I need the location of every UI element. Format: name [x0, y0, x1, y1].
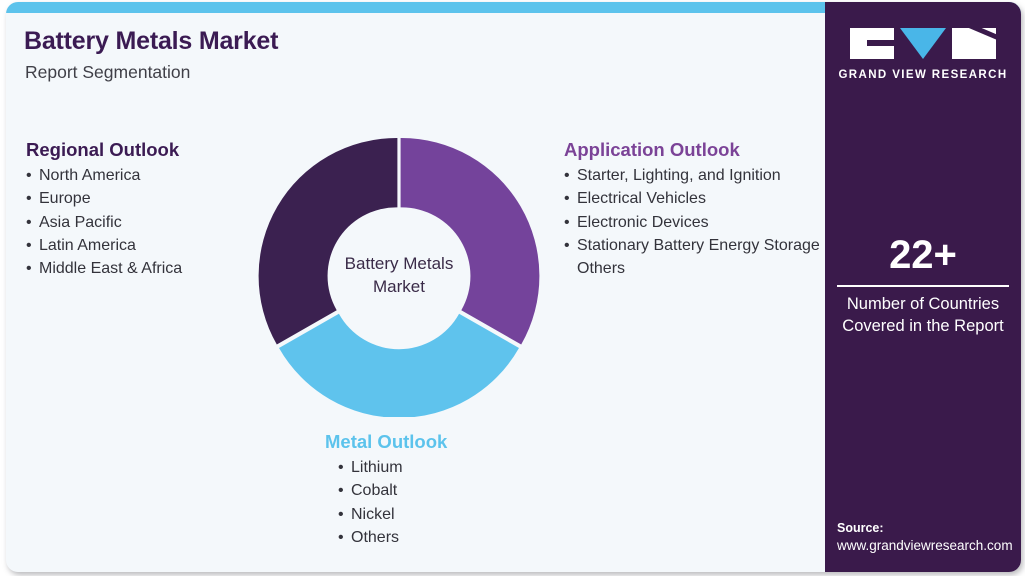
segmentation-donut-chart: Battery Metals Market: [258, 135, 540, 417]
donut-segment-metal: [279, 313, 519, 417]
stat-label-line-2: Covered in the Report: [842, 316, 1004, 335]
regional-outlook-title: Regional Outlook: [26, 139, 180, 160]
application-outlook-title: Application Outlook: [564, 139, 740, 160]
regional-outlook-block: Regional Outlook North America Europe As…: [26, 138, 266, 280]
gvr-wordmark: GRAND VIEW RESEARCH: [838, 69, 1008, 81]
source-label: Source:: [837, 520, 884, 535]
stat-value: 22+: [889, 233, 957, 277]
main-content-area: Battery Metals Market Report Segmentatio…: [6, 13, 825, 572]
list-item: Cobalt: [338, 479, 556, 502]
list-item: Lithium: [338, 456, 556, 479]
source-url[interactable]: www.grandviewresearch.com: [837, 538, 1013, 554]
page-subtitle: Report Segmentation: [25, 62, 191, 82]
donut-svg: [258, 137, 540, 417]
list-item: Nickel: [338, 503, 556, 526]
countries-stat-block: 22+ Number of Countries Covered in the R…: [825, 234, 1021, 338]
source-block: Source: www.grandviewresearch.com: [837, 519, 1021, 556]
gvr-v-triangle-icon: [900, 28, 946, 59]
donut-segment-application: [400, 137, 540, 345]
list-item: Stationary Battery Energy Storage: [564, 234, 829, 257]
report-card: Battery Metals Market Report Segmentatio…: [6, 2, 1021, 572]
list-item: Others: [338, 526, 556, 549]
regional-outlook-list: North America Europe Asia Pacific Latin …: [26, 164, 266, 280]
list-item: Electrical Vehicles: [564, 187, 829, 210]
list-item: Starter, Lighting, and Ignition: [564, 164, 829, 187]
page-title: Battery Metals Market: [24, 27, 279, 55]
gvr-g-mark-icon: [850, 28, 894, 59]
list-item: Middle East & Africa: [26, 257, 266, 280]
list-item: Others: [577, 259, 626, 277]
donut-segment-regional: [258, 137, 398, 345]
list-item: Latin America: [26, 234, 266, 257]
stat-label-line-1: Number of Countries: [846, 295, 1000, 313]
gvr-logo: GRAND VIEW RESEARCH: [825, 28, 1021, 81]
top-accent-strip: [6, 2, 1021, 13]
metal-outlook-title: Metal Outlook: [325, 431, 448, 452]
application-outlook-block: Application Outlook Starter, Lighting, a…: [564, 138, 829, 280]
brand-side-panel: GRAND VIEW RESEARCH 22+ Number of Countr…: [825, 2, 1021, 572]
list-item: Asia Pacific: [26, 211, 266, 234]
list-item: Europe: [26, 187, 266, 210]
stat-divider: [837, 285, 1009, 287]
gvr-logo-marks: [825, 28, 1021, 60]
metal-outlook-list: Lithium Cobalt Nickel Others: [326, 456, 556, 549]
list-item: North America: [26, 164, 266, 187]
list-item: Electronic Devices: [564, 211, 829, 234]
application-outlook-list: Starter, Lighting, and Ignition Electric…: [564, 164, 829, 280]
metal-outlook-block: Metal Outlook Lithium Cobalt Nickel Othe…: [325, 430, 556, 549]
gvr-r-mark-icon: [952, 28, 996, 59]
